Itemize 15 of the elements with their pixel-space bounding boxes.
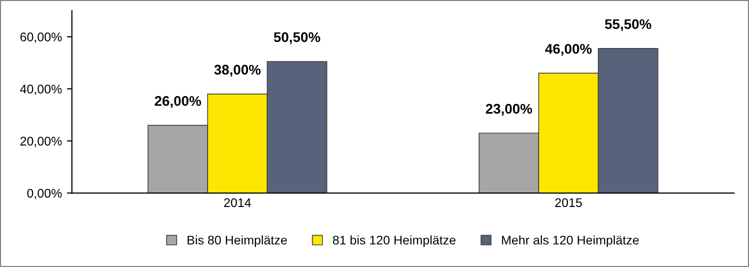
data-label: 38,00% (214, 64, 261, 77)
y-tick-label: 0,00% (27, 188, 62, 200)
data-label: 26,00% (154, 96, 202, 108)
legend-label: 81 bis 120 Heimplätze (332, 235, 456, 248)
y-tick-label: 20,00% (20, 136, 62, 148)
y-tick-label: 60,00% (20, 32, 62, 43)
x-tick-label: 2015 (555, 198, 582, 208)
data-label: 23,00% (486, 104, 532, 116)
legend-label: Bis 80 Heimplätze (188, 235, 287, 248)
legend-label: Mehr als 120 Heimplätze (502, 235, 639, 248)
x-tick-label: 2014 (224, 198, 251, 208)
y-tick-label: 40,00% (20, 84, 62, 95)
data-label: 46,00% (545, 44, 592, 56)
data-label: 50,50% (274, 32, 320, 44)
data-label: 55,50% (604, 19, 652, 32)
